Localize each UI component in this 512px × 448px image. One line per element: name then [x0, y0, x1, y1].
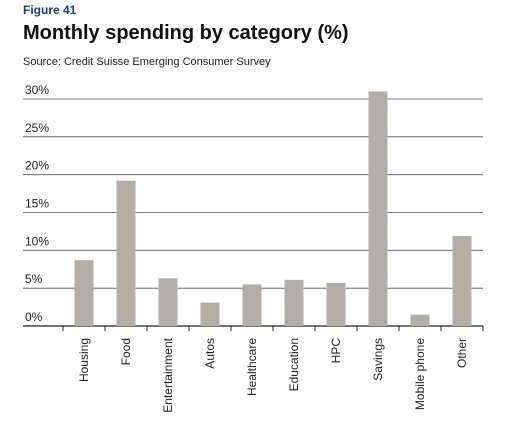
y-tick-label: 30%	[25, 83, 49, 97]
chart-source: Source: Credit Suisse Emerging Consumer …	[23, 56, 271, 68]
y-tick-label: 15%	[25, 197, 49, 211]
x-tick-label: Healthcare	[245, 338, 259, 396]
x-tick-label: Other	[455, 338, 469, 368]
x-tick-label: Mobile phone	[413, 338, 427, 410]
x-tick-labels: Housing Food Entertainment Autos Healthcare E…	[77, 337, 469, 412]
x-tick-label: Housing	[77, 338, 91, 382]
bar-mobile-phone	[410, 314, 430, 326]
x-tick-label: HPC	[329, 338, 343, 364]
y-tick-label: 5%	[25, 272, 43, 286]
y-tick-label: 20%	[25, 159, 49, 173]
bar-autos	[200, 302, 220, 326]
y-tick-labels: 0% 5% 10% 15% 20% 25% 30%	[25, 83, 49, 324]
bar-entertainment	[158, 278, 178, 326]
x-tick-label: Education	[287, 338, 301, 391]
bar-housing	[74, 260, 94, 326]
bar-food	[116, 180, 136, 326]
x-tick-label: Savings	[371, 338, 385, 381]
bars	[74, 91, 472, 326]
chart-title: Monthly spending by category (%)	[23, 22, 349, 44]
bar-healthcare	[242, 284, 262, 326]
y-tick-label: 10%	[25, 234, 49, 248]
bar-hpc	[326, 282, 346, 326]
bar-other	[452, 235, 472, 326]
bar-savings	[368, 91, 388, 326]
x-tick-label: Food	[119, 338, 133, 365]
x-tick-label: Autos	[203, 338, 217, 369]
bar-education	[284, 279, 304, 326]
y-tick-label: 25%	[25, 121, 49, 135]
figure-label: Figure 41	[23, 3, 77, 17]
y-tick-label: 0%	[25, 310, 43, 324]
x-tick-marks	[62, 326, 484, 331]
x-tick-label: Entertainment	[161, 337, 175, 412]
